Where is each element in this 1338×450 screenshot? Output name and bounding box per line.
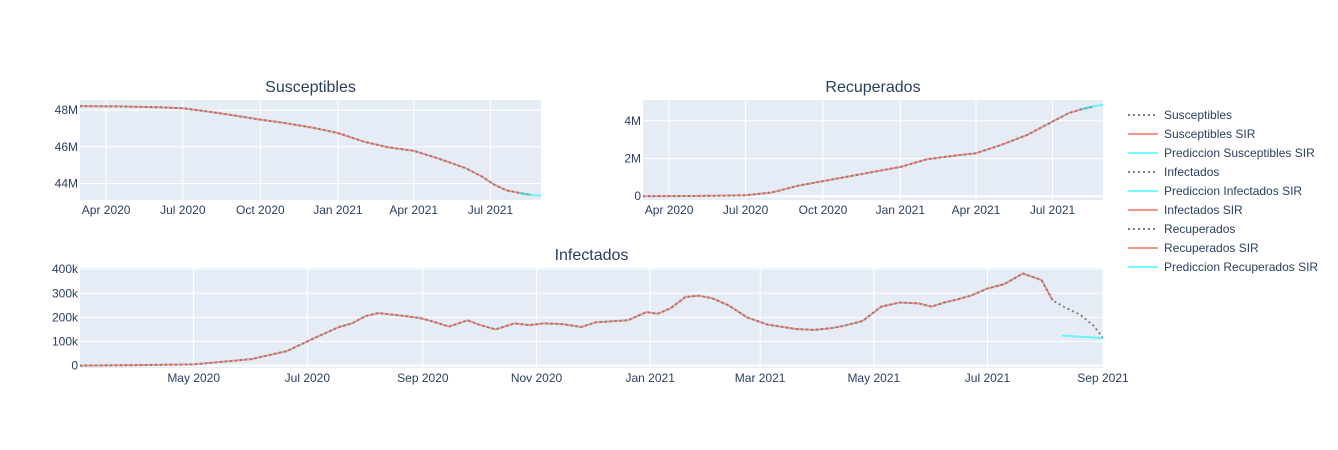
legend-label: Prediccion Recuperados SIR [1164, 260, 1318, 274]
susceptibles-x-tick-label: Oct 2020 [236, 203, 285, 217]
legend-item[interactable]: Infectados SIR [1128, 203, 1243, 217]
legend-label: Prediccion Susceptibles SIR [1164, 146, 1315, 160]
infectados-y-tick-label: 200k [52, 310, 79, 324]
legend-item[interactable]: Recuperados [1128, 222, 1235, 236]
recuperados-plot-area [643, 100, 1103, 200]
legend-item[interactable]: Prediccion Infectados SIR [1128, 184, 1302, 198]
susceptibles-x-tick-label: Jul 2020 [160, 203, 206, 217]
susceptibles-x-tick-label: Jan 2021 [313, 203, 363, 217]
recuperados-x-tick-label: Oct 2020 [799, 203, 848, 217]
legend-label: Prediccion Infectados SIR [1164, 184, 1302, 198]
recuperados-x-tick-label: Apr 2020 [645, 203, 694, 217]
infectados-y-tick-label: 300k [52, 286, 79, 300]
infectados-x-tick-label: Jul 2020 [285, 371, 331, 385]
infectados-x-tick-label: Jan 2021 [626, 371, 676, 385]
susceptibles-x-tick-label: Apr 2020 [82, 203, 131, 217]
recuperados-x-tick-label: Jan 2021 [876, 203, 926, 217]
susceptibles-y-tick-label: 44M [55, 176, 78, 190]
infectados-subplot: May 2020 Jul 2020 Sep 2020 Nov 2020 Jan 2021… [52, 247, 1129, 385]
recuperados-series-prediccion-recuperados-sir [1081, 103, 1103, 111]
susceptibles-subplot: Apr 2020 Jul 2020 Oct 2020 Jan 2021 Apr 2021… [55, 79, 541, 217]
legend[interactable]: Susceptibles Susceptibles SIR Prediccion S… [1128, 108, 1318, 274]
susceptibles-y-tick-label: 46M [55, 140, 78, 154]
infectados-x-tick-label: Jul 2021 [965, 371, 1011, 385]
susceptibles-plot-area [80, 100, 541, 200]
recuperados-y-tick-label: 4M [624, 114, 641, 128]
susceptibles-series-layer [80, 105, 541, 197]
infectados-title: Infectados [555, 247, 629, 264]
legend-item[interactable]: Infectados [1128, 165, 1219, 179]
susceptibles-title: Susceptibles [265, 79, 356, 96]
legend-item[interactable]: Susceptibles SIR [1128, 127, 1256, 141]
infectados-y-tick-label: 0 [71, 359, 78, 373]
recuperados-x-tick-label: Jul 2020 [723, 203, 769, 217]
legend-item[interactable]: Prediccion Recuperados SIR [1128, 260, 1318, 274]
susceptibles-y-tick-label: 48M [55, 103, 78, 117]
infectados-series-layer [80, 272, 1103, 367]
infectados-y-tick-label: 400k [52, 262, 79, 276]
legend-label: Recuperados SIR [1164, 241, 1259, 255]
recuperados-series-layer [643, 103, 1103, 198]
infectados-series-infectados-sir [80, 272, 1054, 367]
legend-label: Recuperados [1164, 222, 1235, 236]
infectados-y-tick-label: 100k [52, 334, 79, 348]
recuperados-y-tick-label: 0 [634, 189, 641, 203]
recuperados-x-tick-label: Jul 2021 [1030, 203, 1076, 217]
legend-item[interactable]: Recuperados SIR [1128, 241, 1259, 255]
recuperados-title: Recuperados [825, 79, 920, 96]
legend-item[interactable]: Prediccion Susceptibles SIR [1128, 146, 1315, 160]
legend-label: Susceptibles [1164, 108, 1232, 122]
recuperados-subplot: Apr 2020 Jul 2020 Oct 2020 Jan 2021 Apr 2021… [624, 79, 1103, 217]
recuperados-x-tick-label: Apr 2021 [952, 203, 1001, 217]
recuperados-series-recuperados-sir [643, 105, 1094, 198]
infectados-series-prediccion-infectados-sir [1061, 334, 1103, 340]
recuperados-y-tick-label: 2M [624, 151, 641, 165]
susceptibles-x-tick-label: Apr 2021 [389, 203, 438, 217]
infectados-x-tick-label: Nov 2020 [511, 371, 563, 385]
infectados-x-tick-label: May 2020 [167, 371, 220, 385]
infectados-x-tick-label: Sep 2021 [1077, 371, 1129, 385]
legend-label: Infectados [1164, 165, 1219, 179]
infectados-plot-area [80, 268, 1103, 368]
infectados-x-tick-label: May 2021 [847, 371, 900, 385]
infectados-x-tick-label: Mar 2021 [735, 371, 786, 385]
legend-label: Infectados SIR [1164, 203, 1243, 217]
susceptibles-series-susceptibles-sir [80, 105, 532, 196]
infectados-x-tick-label: Sep 2020 [397, 371, 449, 385]
charts-layer: Apr 2020 Jul 2020 Oct 2020 Jan 2021 Apr 2021… [52, 79, 1129, 385]
legend-label: Susceptibles SIR [1164, 127, 1256, 141]
susceptibles-series-prediccion-susceptibles-sir [519, 192, 541, 197]
susceptibles-x-tick-label: Jul 2021 [468, 203, 514, 217]
legend-item[interactable]: Susceptibles [1128, 108, 1232, 122]
